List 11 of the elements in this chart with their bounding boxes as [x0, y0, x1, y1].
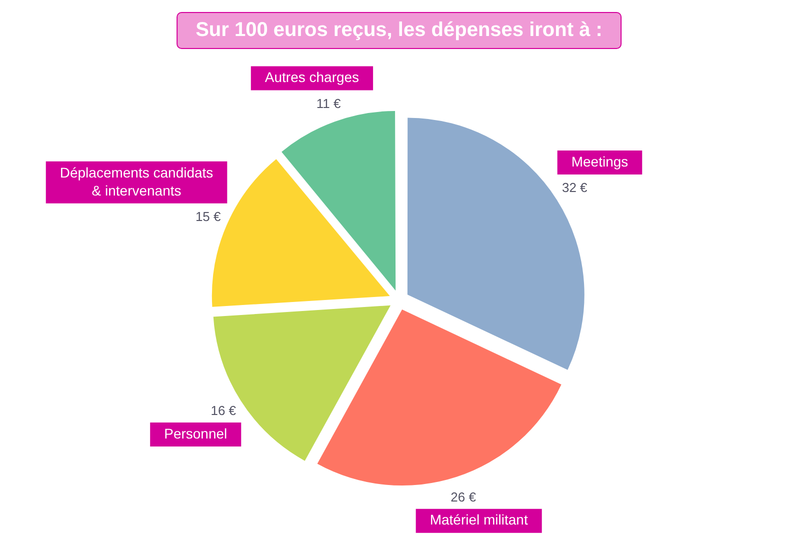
slice-label: Meetings: [571, 153, 628, 170]
data-label: 11 €: [316, 96, 342, 111]
slice-label: Personnel: [164, 425, 228, 442]
data-label: 16 €: [210, 403, 237, 418]
slice-label: Autres charges: [264, 69, 360, 86]
slice-label: Matériel militant: [430, 512, 528, 528]
slice-label: Déplacements candidats & intervenants: [60, 164, 214, 198]
data-label: 15 €: [195, 208, 222, 224]
data-label: 32 €: [562, 180, 588, 196]
chart-title: Sur 100 euros reçus, les dépenses iront à :: [176, 12, 622, 49]
data-label: 26 €: [450, 489, 477, 504]
